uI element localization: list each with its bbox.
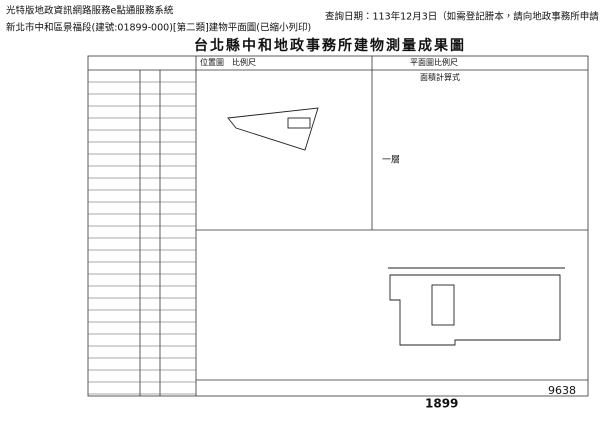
sketch	[227, 107, 565, 346]
area-formula-label: 面積計算式	[420, 72, 460, 82]
location-map-label: 位置圖	[200, 57, 224, 67]
header-subtitle: 新北市中和區景福段(建號:01899-000)[第二類]建物平面圖(已縮小列印)	[6, 22, 311, 34]
building-number: 1899	[425, 397, 458, 411]
serial-number: 9638	[548, 384, 576, 397]
plan-scale-label: 平面圖比例尺	[410, 57, 458, 67]
header-title: 光特版地政資訊網路服務e點通服務系統	[6, 5, 174, 17]
floor-plan	[389, 274, 561, 346]
first-floor-label: 一層	[382, 155, 400, 166]
floor-plan-room	[431, 284, 455, 326]
scale-label: 比例尺	[232, 57, 256, 67]
query-date: 查詢日期：113年12月3日（如需登記謄本，請向地政事務所申請。）	[325, 11, 600, 23]
form-rows	[88, 81, 196, 395]
parcel-sketch	[227, 107, 319, 151]
form-title: 台北縣中和地政事務所建物測量成果圖	[194, 37, 466, 54]
building-outline	[287, 117, 311, 129]
form-frame	[87, 55, 589, 397]
